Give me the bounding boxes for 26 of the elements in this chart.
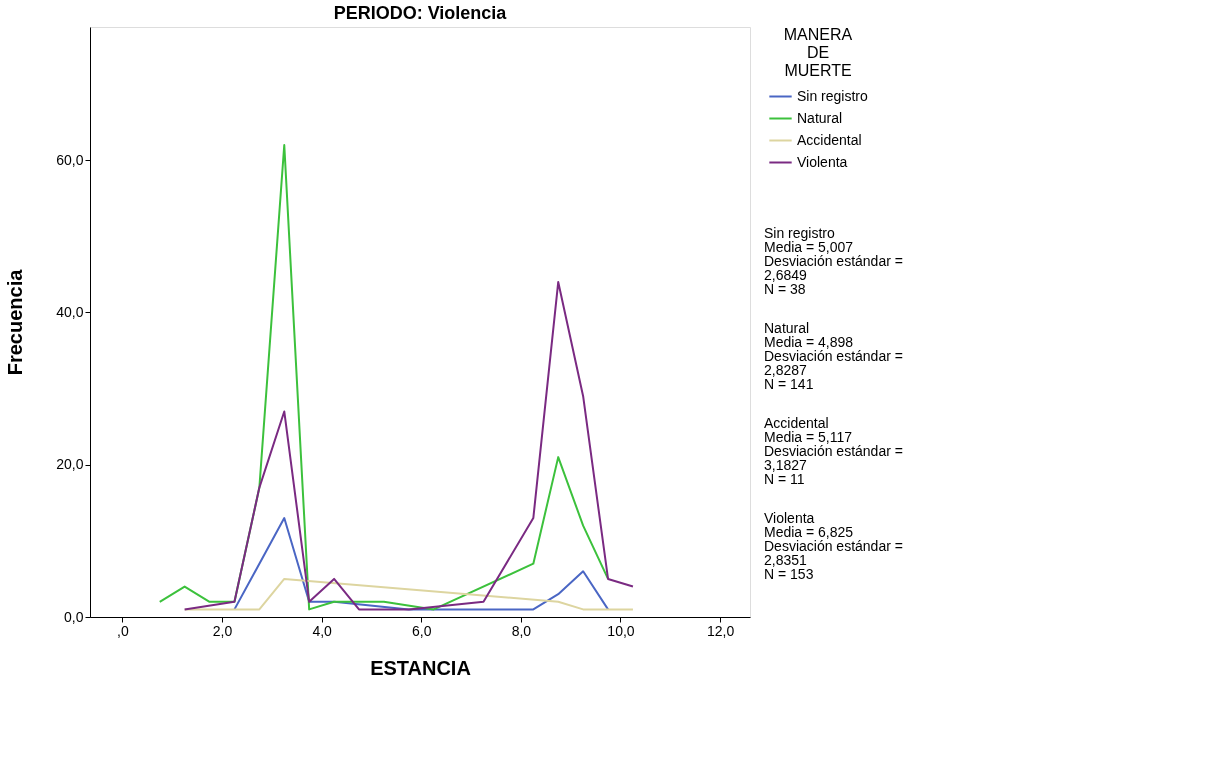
x-tick-label: 10,0: [607, 622, 635, 639]
x-tick-label: 4,0: [312, 622, 333, 639]
line-series: [233, 517, 610, 611]
text: Natural Media = 4,898 Desviación estándar = 2,8287 N = 141: [764, 320, 903, 392]
y-axis-title: Frecuencia: [4, 268, 27, 376]
legend-label: Violenta: [797, 153, 848, 170]
x-tick-label: 6,0: [412, 622, 432, 639]
y-tick-label: 20,0: [56, 456, 84, 473]
chart-title: PERIODO: Violencia: [333, 3, 508, 23]
y-tick-label: 40,0: [56, 303, 84, 320]
legend-label: Sin registro: [797, 87, 869, 104]
x-tick-label: 12,0: [706, 622, 735, 639]
x-tick-label: ,0: [117, 622, 129, 639]
y-tick-label: 0,0: [64, 608, 84, 625]
text: Accidental Media = 5,117 Desviación estándar = 3,1827 N = 11: [764, 415, 903, 487]
legend-title: MANERA DE MUERTE: [783, 26, 853, 79]
y-tick-label: 60,0: [56, 151, 84, 168]
text: Sin registro Media = 5,007 Desviación estándar = 2,6849 N = 38: [764, 225, 903, 297]
legend-label: Accidental: [797, 131, 862, 148]
line-series: [183, 281, 634, 611]
x-tick-label: 8,0: [511, 622, 532, 639]
line-series: [158, 144, 610, 611]
x-tick-label: 2,0: [212, 622, 233, 639]
x-axis-title: ESTANCIA: [370, 656, 471, 679]
text: Violenta Media = 6,825 Desviación estándar = 2,8351 N = 153: [764, 510, 903, 582]
legend-label: Natural: [797, 109, 843, 126]
